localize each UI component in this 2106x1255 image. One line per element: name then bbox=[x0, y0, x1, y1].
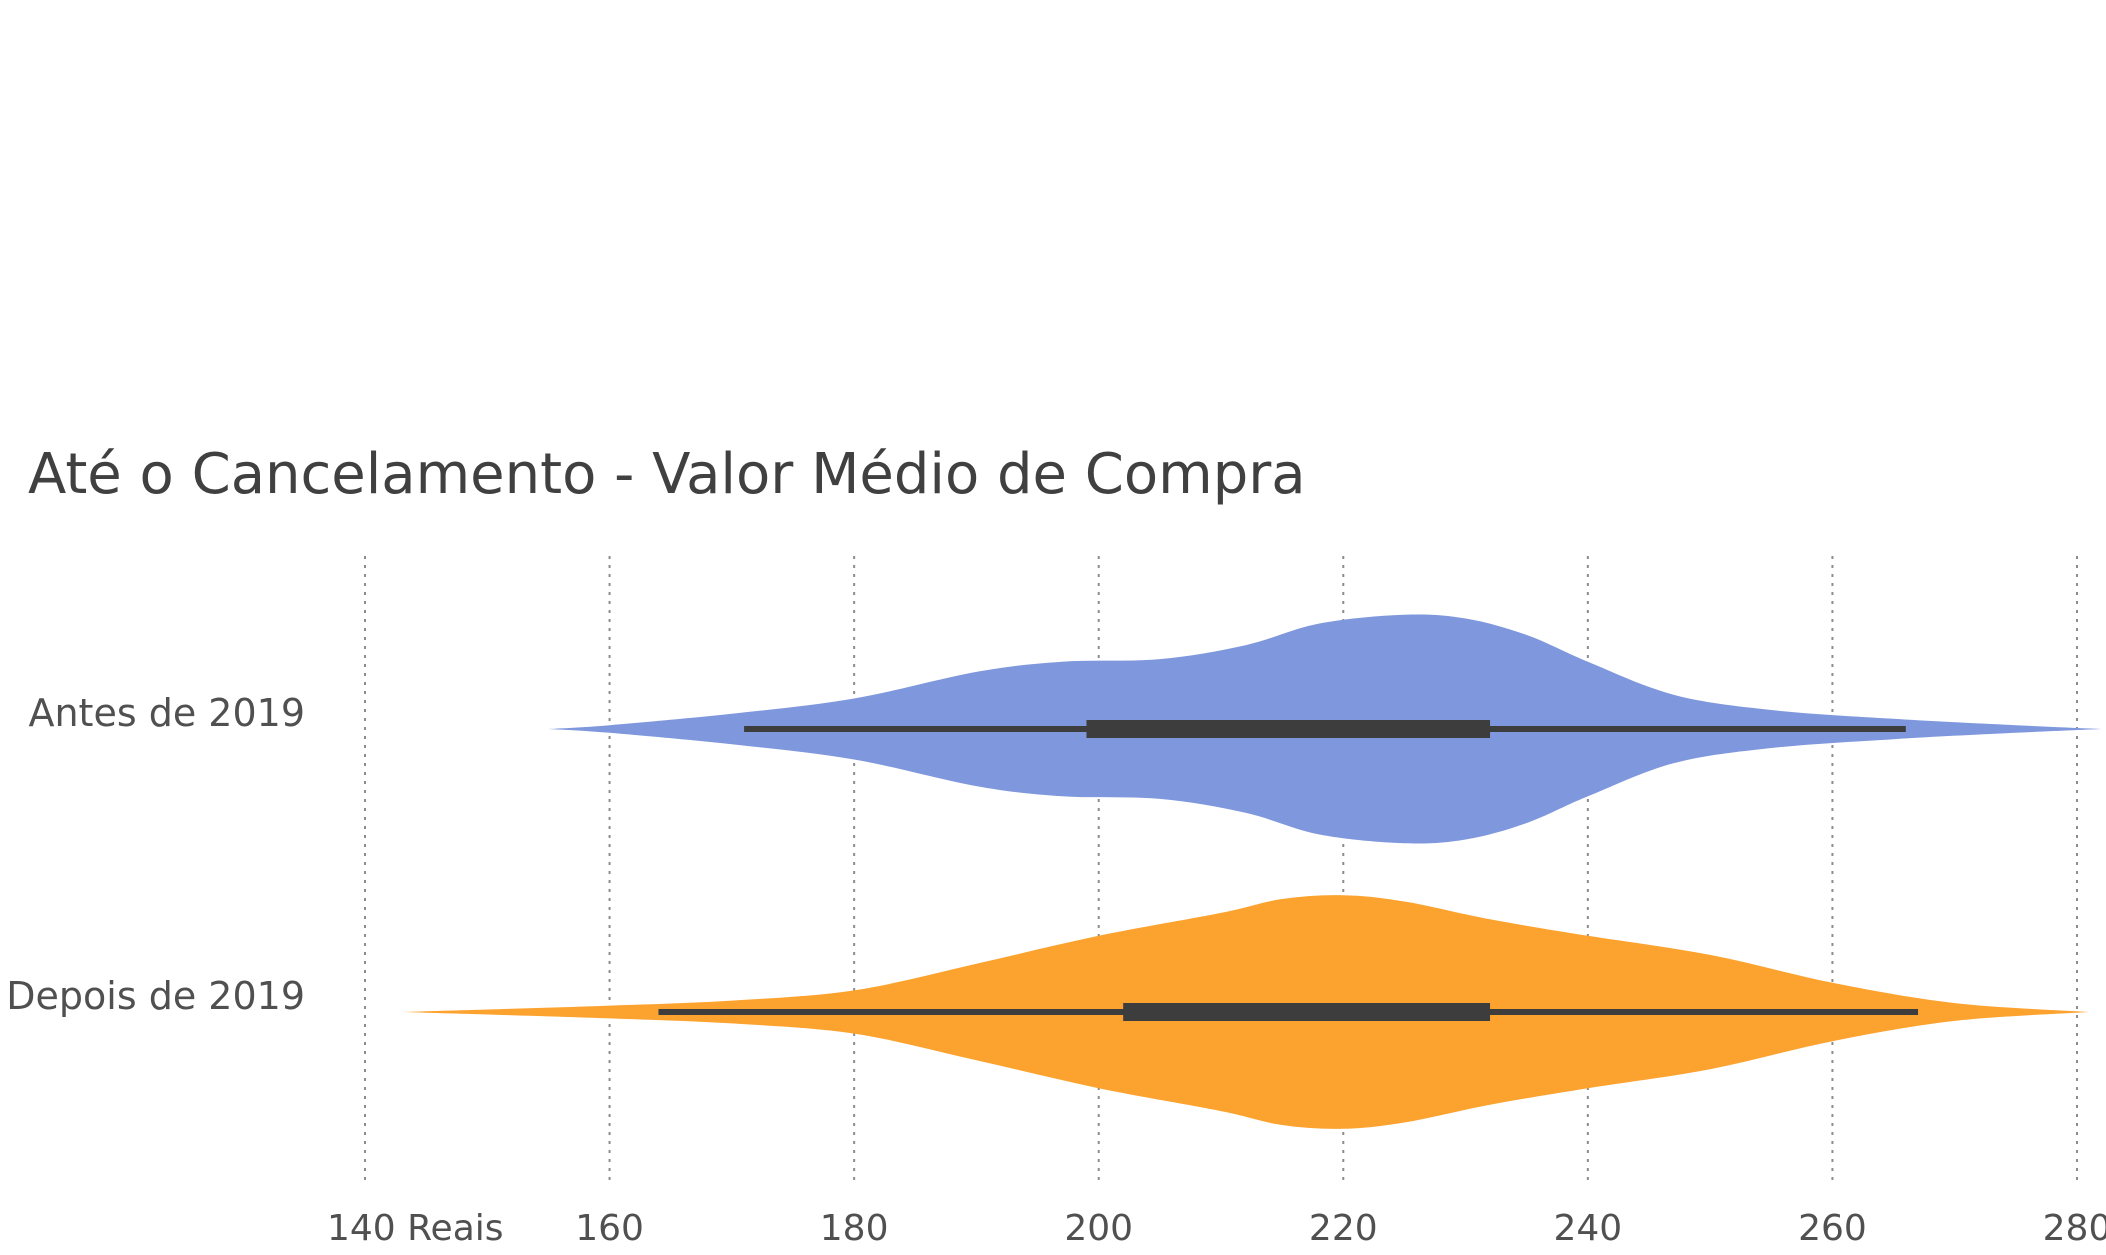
x-tick-label-280: 280 bbox=[2043, 1208, 2106, 1249]
x-tick-labels: 140 Reais 160 180 200 220 240 260 280 bbox=[327, 1208, 2106, 1249]
box-plots bbox=[658, 720, 1919, 1021]
iqr-box-0 bbox=[1086, 720, 1491, 738]
x-tick-label-200: 200 bbox=[1064, 1208, 1133, 1249]
category-label-1: Depois de 2019 bbox=[6, 974, 305, 1018]
iqr-box-1 bbox=[1123, 1003, 1491, 1021]
x-tick-label-140: 140 Reais bbox=[327, 1208, 504, 1249]
x-tick-label-220: 220 bbox=[1309, 1208, 1378, 1249]
category-labels: Antes de 2019 Depois de 2019 bbox=[6, 691, 305, 1018]
x-tick-label-180: 180 bbox=[820, 1208, 889, 1249]
category-label-0: Antes de 2019 bbox=[28, 691, 305, 735]
chart-title: Até o Cancelamento - Valor Médio de Comp… bbox=[28, 442, 1306, 507]
x-tick-label-160: 160 bbox=[575, 1208, 644, 1249]
x-tick-label-260: 260 bbox=[1798, 1208, 1867, 1249]
violins bbox=[401, 614, 2102, 1129]
x-tick-label-240: 240 bbox=[1553, 1208, 1622, 1249]
